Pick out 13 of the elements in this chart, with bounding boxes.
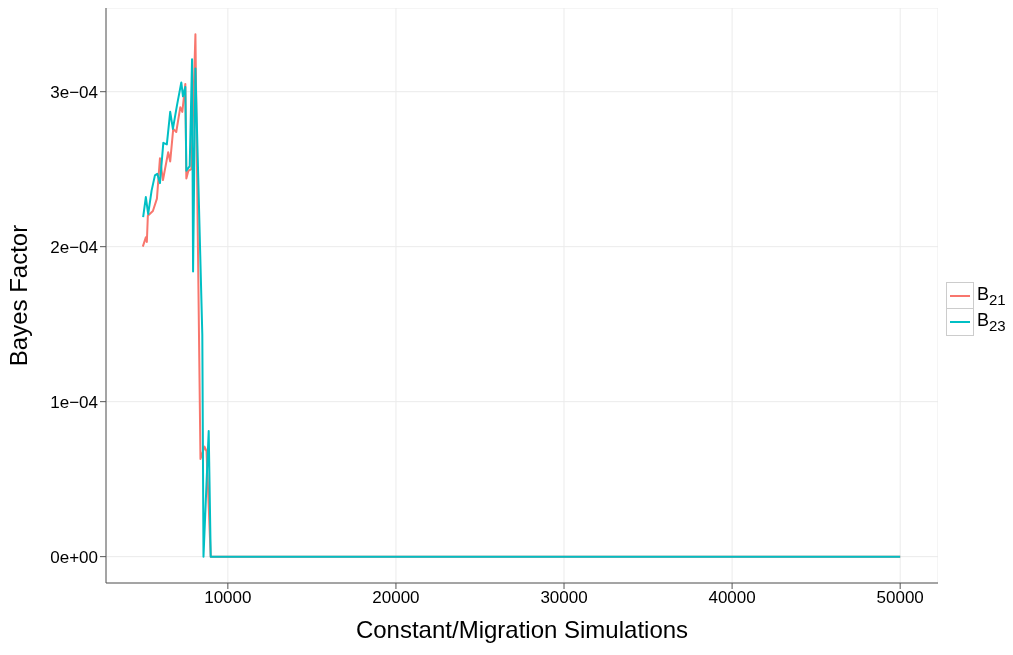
x-tick-label: 20000 — [372, 588, 420, 608]
x-tick-label: 40000 — [708, 588, 756, 608]
y-axis-title: Bayes Factor — [4, 224, 32, 367]
y-tick-label: 1e−04 — [50, 392, 98, 412]
y-tick-label: 2e−04 — [50, 237, 98, 257]
x-tick-label: 50000 — [876, 588, 924, 608]
x-tick-label: 30000 — [540, 588, 588, 608]
legend-label: B$_{23}$ — [977, 310, 1006, 334]
x-axis-title: Constant/Migration Simulations — [355, 616, 689, 643]
y-tick-label: 0e+00 — [50, 547, 98, 567]
y-tick-label: 3e−04 — [50, 82, 98, 102]
legend-label: B$_{21}$ — [977, 284, 1006, 308]
x-tick-label: 10000 — [204, 588, 252, 608]
